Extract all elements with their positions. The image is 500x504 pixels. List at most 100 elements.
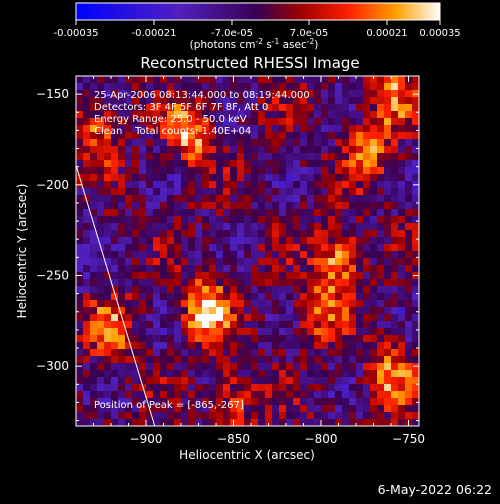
- heatmap-cell: [384, 363, 391, 370]
- heatmap-cell: [258, 139, 265, 146]
- heatmap-cell: [349, 272, 356, 279]
- heatmap-cell: [314, 321, 321, 328]
- heatmap-cell: [209, 265, 216, 272]
- heatmap-cell: [188, 132, 195, 139]
- heatmap-cell: [132, 90, 139, 97]
- heatmap-cell: [223, 377, 230, 384]
- heatmap-cell: [384, 405, 391, 412]
- heatmap-cell: [195, 391, 202, 398]
- heatmap-cell: [160, 356, 167, 363]
- heatmap-cell: [153, 230, 160, 237]
- heatmap-cell: [195, 174, 202, 181]
- heatmap-cell: [251, 132, 258, 139]
- heatmap-cell: [286, 181, 293, 188]
- heatmap-cell: [251, 300, 258, 307]
- heatmap-cell: [258, 195, 265, 202]
- heatmap-cell: [125, 83, 132, 90]
- heatmap-cell: [202, 83, 209, 90]
- heatmap-cell: [160, 160, 167, 167]
- heatmap-cell: [377, 167, 384, 174]
- heatmap-cell: [363, 139, 370, 146]
- heatmap-cell: [104, 279, 111, 286]
- heatmap-cell: [118, 125, 125, 132]
- heatmap-cell: [384, 230, 391, 237]
- heatmap-cell: [146, 251, 153, 258]
- heatmap-cell: [370, 83, 377, 90]
- heatmap-cell: [412, 195, 419, 202]
- heatmap-cell: [125, 132, 132, 139]
- heatmap-cell: [279, 412, 286, 419]
- heatmap-cell: [272, 321, 279, 328]
- heatmap-cell: [258, 265, 265, 272]
- heatmap-cell: [356, 111, 363, 118]
- heatmap-cell: [293, 286, 300, 293]
- heatmap-cell: [405, 286, 412, 293]
- heatmap-cell: [97, 237, 104, 244]
- heatmap-cell: [377, 244, 384, 251]
- heatmap-cell: [223, 188, 230, 195]
- heatmap-cell: [223, 384, 230, 391]
- heatmap-cell: [167, 293, 174, 300]
- heatmap-cell: [384, 139, 391, 146]
- heatmap-cell: [405, 328, 412, 335]
- heatmap-cell: [356, 419, 363, 426]
- heatmap-cell: [146, 209, 153, 216]
- heatmap-cell: [160, 209, 167, 216]
- heatmap-cell: [412, 405, 419, 412]
- heatmap-cell: [188, 174, 195, 181]
- heatmap-cell: [111, 132, 118, 139]
- heatmap-cell: [342, 328, 349, 335]
- heatmap-cell: [307, 321, 314, 328]
- heatmap-cell: [139, 335, 146, 342]
- heatmap-cell: [314, 419, 321, 426]
- heatmap-cell: [76, 111, 83, 118]
- heatmap-cell: [223, 174, 230, 181]
- heatmap-cell: [153, 335, 160, 342]
- heatmap-cell: [139, 230, 146, 237]
- heatmap-cell: [230, 174, 237, 181]
- heatmap-cell: [83, 377, 90, 384]
- heatmap-cell: [76, 370, 83, 377]
- heatmap-cell: [363, 258, 370, 265]
- heatmap-cell: [90, 251, 97, 258]
- heatmap-cell: [405, 279, 412, 286]
- heatmap-cell: [342, 153, 349, 160]
- heatmap-cell: [363, 363, 370, 370]
- heatmap-cell: [384, 223, 391, 230]
- heatmap-cell: [272, 335, 279, 342]
- heatmap-cell: [279, 405, 286, 412]
- heatmap-cell: [356, 146, 363, 153]
- heatmap-cell: [384, 328, 391, 335]
- heatmap-cell: [391, 244, 398, 251]
- heatmap-cell: [202, 328, 209, 335]
- heatmap-cell: [398, 209, 405, 216]
- heatmap-cell: [321, 258, 328, 265]
- heatmap-cell: [265, 216, 272, 223]
- heatmap-cell: [90, 118, 97, 125]
- heatmap-cell: [342, 391, 349, 398]
- heatmap-cell: [223, 286, 230, 293]
- heatmap-cell: [97, 90, 104, 97]
- heatmap-cell: [104, 398, 111, 405]
- heatmap-cell: [335, 139, 342, 146]
- heatmap-cell: [118, 293, 125, 300]
- heatmap-cell: [160, 321, 167, 328]
- heatmap-cell: [349, 181, 356, 188]
- heatmap-cell: [132, 202, 139, 209]
- heatmap-cell: [146, 258, 153, 265]
- x-axis-ticks: −900 −850 −800 −750: [93, 76, 425, 446]
- heatmap-cell: [286, 153, 293, 160]
- heatmap-cell: [139, 349, 146, 356]
- heatmap-cell: [104, 419, 111, 426]
- heatmap-cell: [307, 384, 314, 391]
- heatmap-cell: [167, 111, 174, 118]
- heatmap-cell: [132, 363, 139, 370]
- heatmap-cell: [370, 398, 377, 405]
- heatmap-cell: [398, 230, 405, 237]
- heatmap-cell: [363, 104, 370, 111]
- heatmap-cell: [377, 216, 384, 223]
- heatmap-cell: [139, 125, 146, 132]
- heatmap-cell: [363, 76, 370, 83]
- heatmap-cell: [209, 111, 216, 118]
